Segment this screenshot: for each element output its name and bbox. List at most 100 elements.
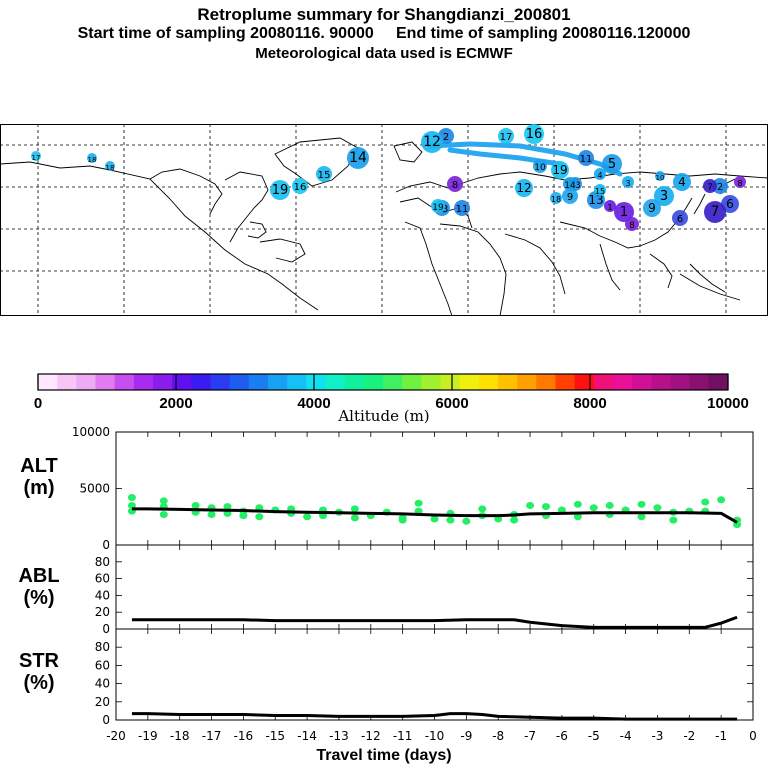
- svg-text:17: 17: [32, 154, 41, 162]
- colorbar-cell: [708, 374, 729, 390]
- colorbar-cell: [153, 374, 173, 390]
- colorbar-cell: [651, 374, 671, 390]
- colorbar-cell: [517, 374, 537, 390]
- x-tick-label: -7: [524, 729, 536, 743]
- y-tick-label: 80: [95, 640, 110, 654]
- svg-text:10: 10: [656, 174, 665, 182]
- plume-cluster-19-0: 19: [270, 180, 290, 200]
- retroplume-map: 1122334456677888991010111112121313131414…: [0, 124, 768, 316]
- altitude-point: [223, 503, 232, 511]
- plume-cluster-16-1: 16: [292, 178, 308, 194]
- plume-cluster-1-0: 1: [614, 202, 634, 222]
- str-panel-label: STR (%): [4, 650, 74, 694]
- svg-text:9: 9: [648, 201, 656, 215]
- x-tick-label: -13: [329, 729, 349, 743]
- svg-text:9: 9: [567, 192, 573, 203]
- svg-text:18: 18: [106, 164, 115, 172]
- svg-text:2: 2: [443, 132, 449, 143]
- alt-label-name: ALT: [20, 455, 58, 477]
- y-tick-label: 20: [95, 695, 110, 709]
- plume-cluster-12-1: 12: [421, 131, 443, 153]
- plume-cluster-15-0: 15: [316, 166, 332, 182]
- y-tick-label: 60: [95, 658, 110, 672]
- plume-cluster-8-2: 8: [734, 176, 746, 188]
- series-line-abl: [131, 615, 738, 629]
- x-tick-label: -10: [425, 729, 445, 743]
- svg-text:8: 8: [452, 180, 458, 191]
- colorbar-cell: [536, 374, 556, 390]
- x-tick-label: -4: [620, 729, 632, 743]
- colorbar-cell: [689, 374, 710, 390]
- svg-text:13: 13: [588, 193, 603, 207]
- svg-text:8: 8: [737, 179, 742, 188]
- y-tick-label: 5000: [79, 482, 110, 496]
- svg-text:18: 18: [551, 195, 561, 204]
- plume-cluster-8-0: 8: [625, 217, 639, 231]
- y-tick-label: 60: [95, 572, 110, 586]
- abl-label-name: ABL: [18, 565, 60, 587]
- altitude-point: [573, 513, 582, 521]
- svg-text:3: 3: [660, 189, 668, 204]
- x-tick-label: -18: [170, 729, 190, 743]
- svg-text:14: 14: [349, 150, 367, 166]
- svg-text:16: 16: [294, 182, 307, 193]
- colorbar-cell: [114, 374, 135, 390]
- colorbar-label: Altitude (m): [338, 407, 430, 425]
- altitude-point: [207, 510, 216, 518]
- colorbar-cell: [344, 374, 365, 390]
- altitude-point: [573, 500, 582, 508]
- svg-text:4: 4: [597, 171, 602, 180]
- svg-text:12: 12: [516, 181, 531, 195]
- met-data-line: Meteorological data used is ECMWF: [255, 45, 513, 62]
- colorbar-cell: [95, 374, 116, 390]
- x-tick-label: 0: [749, 729, 757, 743]
- colorbar-cell: [478, 374, 499, 390]
- x-tick-label: -15: [265, 729, 285, 743]
- colorbar-cell: [383, 374, 403, 390]
- abl-label-unit: (%): [23, 587, 55, 609]
- x-tick-label: -20: [106, 729, 126, 743]
- svg-text:17: 17: [500, 132, 513, 143]
- y-tick-label: 0: [102, 622, 110, 636]
- svg-text:4: 4: [678, 175, 686, 189]
- colorbar-cell: [306, 374, 326, 390]
- plume-cluster-1-1: 1: [604, 200, 616, 212]
- plume-cluster-2-1: 2: [712, 178, 728, 194]
- str-label-unit: (%): [23, 672, 55, 694]
- svg-text:3: 3: [625, 179, 630, 188]
- svg-text:15: 15: [318, 170, 331, 181]
- svg-text:11: 11: [456, 204, 469, 215]
- colorbar-tick-label: 2000: [159, 395, 192, 408]
- x-tick-label: -6: [556, 729, 568, 743]
- plume-cluster-4-1: 4: [594, 168, 606, 180]
- plume-cluster-14-1: 14: [563, 177, 577, 191]
- x-tick-label: -1: [715, 729, 727, 743]
- plume-cluster-10-0: 10: [533, 159, 547, 173]
- svg-text:19: 19: [272, 183, 289, 198]
- x-tick-label: -14: [297, 729, 317, 743]
- y-tick-label: 0: [102, 713, 110, 727]
- plume-cluster-9-0: 9: [643, 199, 661, 217]
- plume-cluster-19-2: 19: [431, 199, 445, 213]
- coastlines: [0, 137, 768, 316]
- colorbar-cell: [325, 374, 346, 390]
- colorbar-cell: [613, 374, 633, 390]
- plume-cluster-18-1: 18: [87, 153, 97, 164]
- altitude-point: [159, 510, 168, 518]
- x-tick-label: -19: [138, 729, 158, 743]
- altitude-point: [303, 513, 312, 521]
- colorbar-cell: [593, 374, 614, 390]
- colorbar-cell: [440, 374, 461, 390]
- altitude-point: [605, 501, 614, 509]
- colorbar-cell: [229, 374, 250, 390]
- altitude-point: [350, 514, 359, 522]
- colorbar-cell: [38, 374, 58, 390]
- alt-panel-label: ALT (m): [4, 455, 74, 499]
- plume-cluster-12-0: 12: [515, 179, 533, 197]
- svg-text:19: 19: [552, 163, 567, 177]
- svg-text:19: 19: [432, 203, 444, 213]
- altitude-point: [414, 507, 423, 515]
- panel-alt: 10000 5000 0: [72, 425, 754, 552]
